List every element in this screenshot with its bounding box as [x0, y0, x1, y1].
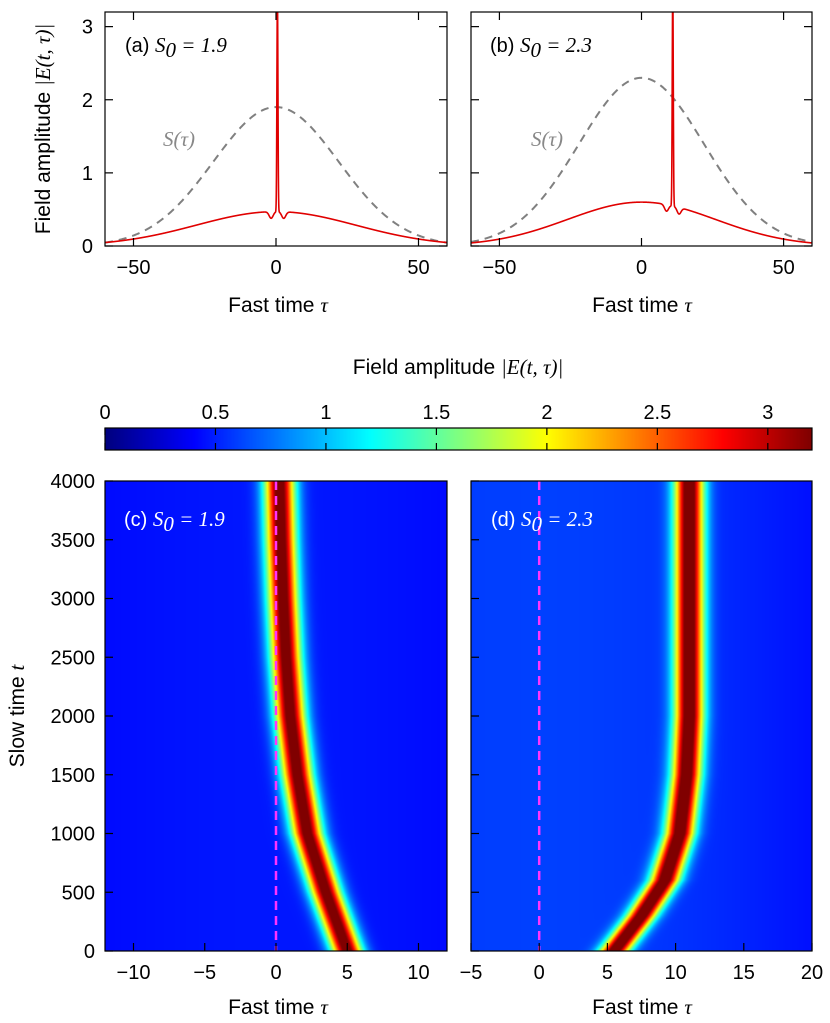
colorbar-tick-label: 1.5 — [423, 402, 451, 424]
panel-d-xtick-label: 20 — [801, 962, 823, 984]
panel-d-xlabel: Fast time τ — [592, 995, 693, 1019]
panel-d-xtick-label: 10 — [664, 962, 686, 984]
panel-c-ytick-label: 2500 — [51, 647, 96, 669]
colorbar-frame — [104, 427, 813, 451]
panel-b-pump-curve — [471, 76, 812, 243]
panel-a-label: (a) S0 = 1.9 — [125, 33, 227, 62]
panel-c-xtick-label: −5 — [193, 962, 216, 984]
panel-a-annotation: S(τ) — [163, 127, 195, 151]
panel-a-ytick-label: 1 — [82, 163, 93, 185]
panel-d-xtick-label: −5 — [460, 962, 483, 984]
panel-c-heatmap-image — [105, 481, 447, 951]
panel-c-xtick-label: 0 — [270, 962, 281, 984]
panel-c-ytick-label: 3500 — [51, 530, 96, 552]
panel-b-xtick-label: −50 — [482, 257, 516, 279]
panel-a-pump-curve — [105, 106, 447, 244]
panel-c-heatmap: −10 −5 0 5 10 0 500 1000 1500 2000 2500 3000 3500 400… — [5, 471, 448, 1019]
panel-c-xtick-label: −10 — [117, 962, 151, 984]
panel-b-xtick-label: 0 — [636, 257, 647, 279]
panel-c-ytick-label: 1500 — [51, 765, 96, 787]
colorbar-tick-label: 0 — [99, 402, 110, 424]
colorbar-gradient — [105, 428, 812, 450]
panel-c-ytick-label: 500 — [62, 882, 95, 904]
colorbar-label: Field amplitude |E(t, τ)| — [353, 355, 563, 379]
panel-d-xtick-label: 0 — [534, 962, 545, 984]
panel-d-xtick-label: 15 — [733, 962, 755, 984]
panel-c-label: (c) S0 = 1.9 — [124, 507, 225, 536]
panel-a-xtick-label: −50 — [117, 257, 151, 279]
panel-b-xlabel: Fast time τ — [592, 293, 693, 317]
panel-a-ylabel: Field amplitude |E(t, τ)| — [31, 24, 55, 234]
colorbar: Field amplitude |E(t, τ)| 0 0.5 1 1.5 2 2.5 3 — [99, 355, 813, 451]
panel-d-heatmap: −5 0 5 10 15 20 (d) S0 = 2.3 Fast time τ — [460, 480, 823, 1019]
panel-d-xtick-label: 5 — [602, 962, 613, 984]
panel-a-ytick-label: 3 — [82, 17, 93, 39]
panel-d-heatmap-image — [471, 481, 812, 951]
panel-c-ytick-label: 0 — [84, 941, 95, 963]
panel-a-xlabel: Fast time τ — [228, 293, 329, 317]
panel-a-xtick-label: 50 — [407, 257, 429, 279]
panel-d-label: (d) S0 = 2.3 — [491, 507, 593, 536]
colorbar-tick-label: 1 — [320, 402, 331, 424]
panel-a-ytick-label: 2 — [82, 90, 93, 112]
panel-c-xlabel: Fast time τ — [228, 995, 329, 1019]
panel-c-ytick-label: 3000 — [51, 589, 96, 611]
panel-b-label: (b) S0 = 2.3 — [490, 33, 592, 62]
colorbar-tick-label: 0.5 — [202, 402, 230, 424]
panel-a-field-curve — [105, 12, 447, 244]
panel-b-line-plot: −50 0 50 (b) S0 = 2.3 S(τ) Fast time τ — [470, 11, 813, 317]
panel-a-ytick-label: 0 — [82, 236, 93, 258]
colorbar-tick-label: 2.5 — [643, 402, 671, 424]
panel-c-xtick-label: 10 — [407, 962, 429, 984]
panel-c-xtick-label: 5 — [342, 962, 353, 984]
panel-c-ylabel: Slow time t — [5, 663, 29, 767]
panel-b-annotation: S(τ) — [531, 127, 563, 151]
panel-b-field-curve — [471, 12, 812, 244]
colorbar-tick-label: 3 — [762, 402, 773, 424]
panel-c-ytick-label: 1000 — [51, 824, 96, 846]
panel-b-xtick-label: 50 — [772, 257, 794, 279]
colorbar-tick-label: 2 — [541, 402, 552, 424]
panel-c-ytick-label: 4000 — [51, 471, 96, 493]
panel-a-xtick-label: 0 — [270, 257, 281, 279]
panel-a-line-plot: −50 0 50 0 1 2 3 (a) S0 = 1.9 S(τ) Fast time τ… — [31, 11, 448, 317]
panel-c-ytick-label: 2000 — [51, 706, 96, 728]
